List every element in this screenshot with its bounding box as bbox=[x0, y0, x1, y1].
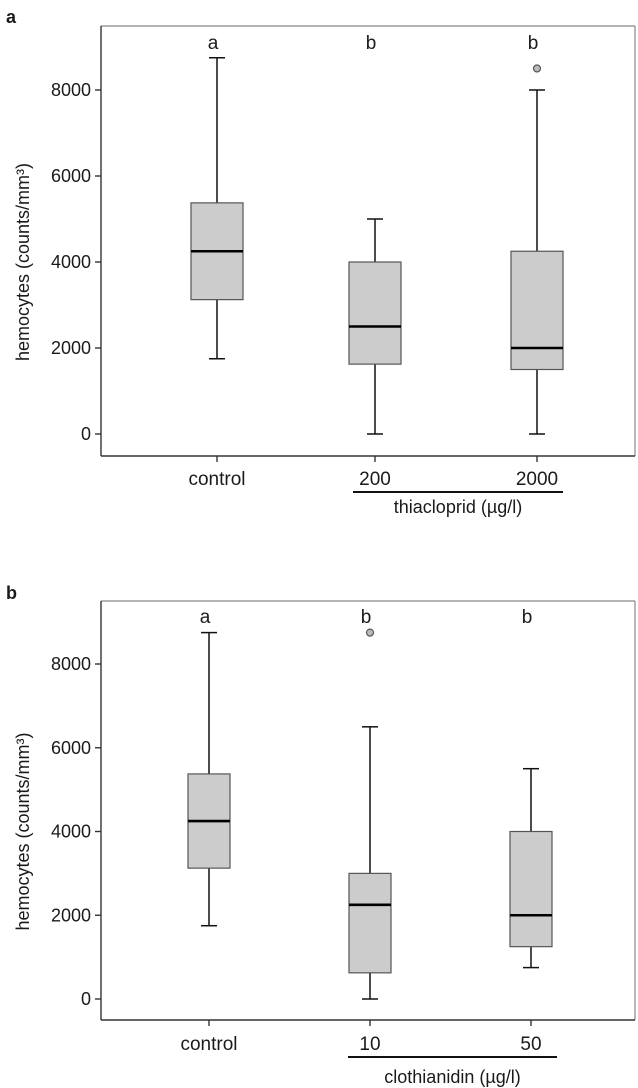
y-tick-label: 6000 bbox=[51, 738, 91, 758]
panel-b: b 0 2000 4000 6000 8000 hemocytes (counts/mm³)… bbox=[6, 583, 636, 1087]
x-tick-label: 10 bbox=[359, 1034, 380, 1055]
iqr-box bbox=[510, 250, 564, 371]
x-tick-label: 2000 bbox=[516, 469, 558, 490]
panel-a: a 0 2000 4000 6000 8000 hemocytes (counts/mm³)… bbox=[6, 7, 636, 517]
iqr-box bbox=[348, 261, 402, 365]
y-axis-label: hemocytes (counts/mm³) bbox=[13, 163, 33, 361]
group-label: clothianidin (µg/l) bbox=[384, 1067, 520, 1087]
y-axis-label: hemocytes (counts/mm³) bbox=[13, 732, 33, 930]
y-tick-label: 0 bbox=[81, 424, 91, 444]
x-tick-label: control bbox=[180, 1034, 237, 1055]
y-tick-label: 2000 bbox=[51, 905, 91, 925]
iqr-box bbox=[348, 872, 392, 974]
box-200: b bbox=[348, 33, 402, 435]
y-tick-label: 2000 bbox=[51, 338, 91, 358]
y-tick-label: 4000 bbox=[51, 822, 91, 842]
significance-letter: b bbox=[361, 607, 372, 628]
significance-letter: b bbox=[522, 607, 533, 628]
outlier-point bbox=[365, 628, 375, 637]
group-label: thiacloprid (µg/l) bbox=[394, 497, 522, 517]
significance-letter: a bbox=[208, 33, 219, 54]
outlier-point bbox=[532, 64, 542, 73]
y-tick-label: 8000 bbox=[51, 80, 91, 100]
y-tick-label: 4000 bbox=[51, 252, 91, 272]
panel-label: a bbox=[6, 7, 17, 27]
box-control: a bbox=[187, 607, 231, 927]
significance-letter: a bbox=[200, 607, 211, 628]
iqr-box bbox=[509, 830, 553, 948]
y-tick-label: 8000 bbox=[51, 654, 91, 674]
box-control: a bbox=[190, 33, 244, 360]
x-tick-label: control bbox=[188, 469, 245, 490]
significance-letter: b bbox=[366, 33, 377, 54]
box-2000: b bbox=[510, 33, 564, 435]
box-10: b bbox=[348, 607, 392, 1000]
box-50: b bbox=[509, 607, 553, 969]
x-tick-label: 50 bbox=[520, 1034, 541, 1055]
y-tick-label: 6000 bbox=[51, 166, 91, 186]
x-tick-label: 200 bbox=[359, 469, 391, 490]
y-tick-label: 0 bbox=[81, 989, 91, 1009]
significance-letter: b bbox=[528, 33, 539, 54]
panel-label: b bbox=[6, 583, 17, 603]
